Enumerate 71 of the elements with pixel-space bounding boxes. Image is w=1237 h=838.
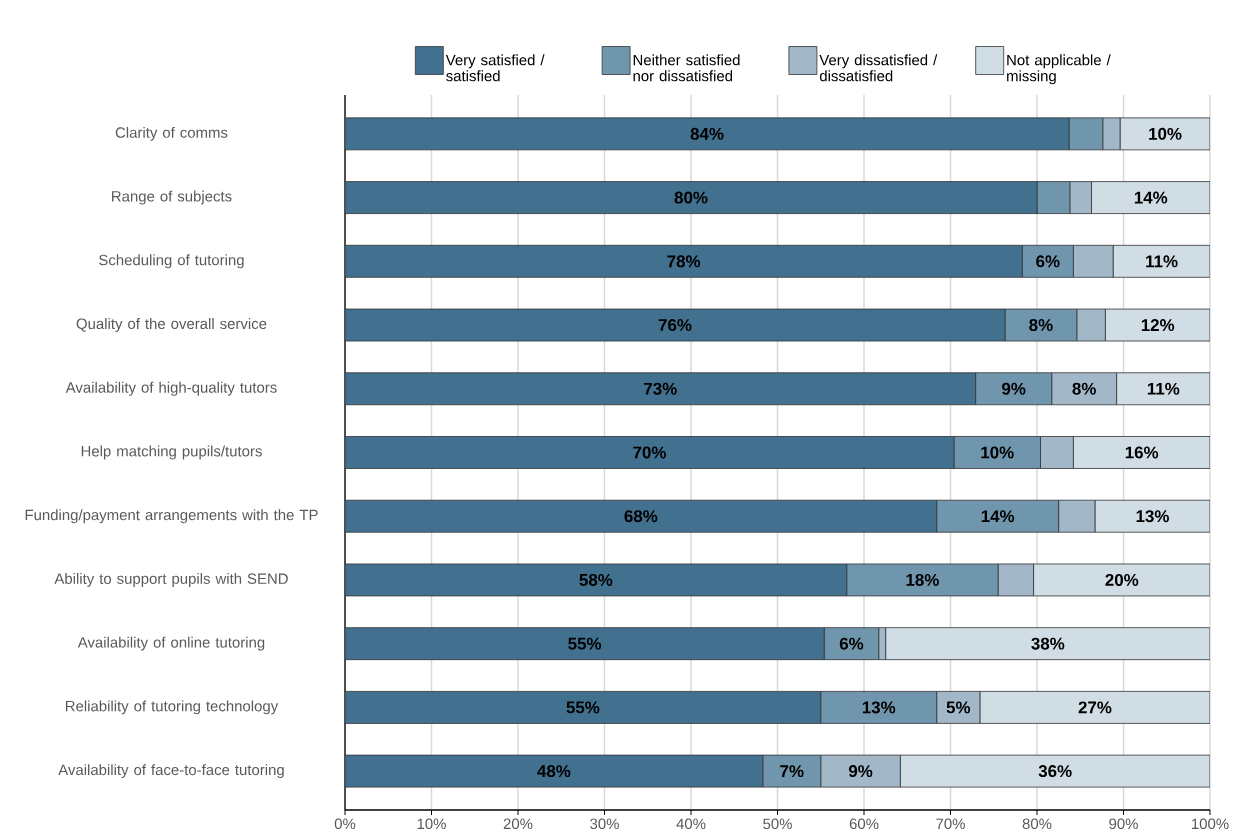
data-label: 84% <box>690 127 724 140</box>
data-label: 18% <box>906 573 939 586</box>
y-tick-label: Reliability of tutoring technology <box>65 700 279 715</box>
legend-label: Very satisfied / satisfied <box>445 54 545 82</box>
data-label: 14% <box>981 510 1015 523</box>
data-label: 12% <box>1141 319 1175 331</box>
x-tick-label: 90% <box>1109 818 1138 830</box>
bar <box>345 181 1038 214</box>
bar <box>345 499 938 533</box>
data-label: 20% <box>1105 573 1139 586</box>
data-label: 13% <box>862 701 896 714</box>
x-tick-label: 50% <box>763 818 792 830</box>
x-tick-label: 20% <box>503 818 533 830</box>
x-tick-label: 10% <box>417 818 446 830</box>
data-label: 13% <box>1136 510 1169 523</box>
data-label: 6% <box>839 637 864 650</box>
bar <box>345 372 976 406</box>
bar <box>345 117 1070 151</box>
data-label: 9% <box>1002 382 1026 395</box>
x-tick-label: 100% <box>1192 818 1229 830</box>
y-tick-label: Availability of online tutoring <box>77 636 265 651</box>
x-tick-label: 70% <box>936 818 965 830</box>
data-label: 36% <box>1038 765 1072 778</box>
y-tick-label: Funding/payment arrangements with the TP <box>25 509 318 524</box>
data-label: 14% <box>1134 191 1168 204</box>
y-tick-label: Ability to support pupils with SEND <box>54 572 288 587</box>
data-label: 76% <box>658 319 692 332</box>
data-label: 8% <box>1029 319 1053 332</box>
data-label: 16% <box>1125 446 1159 459</box>
data-label: 48% <box>537 765 571 778</box>
data-label: 80% <box>674 191 708 204</box>
data-label: 70% <box>633 446 666 459</box>
data-label: 73% <box>644 382 677 395</box>
bar <box>345 690 822 724</box>
data-label: 58% <box>579 573 613 586</box>
data-label: 6% <box>1036 255 1060 268</box>
data-label: 68% <box>624 510 658 523</box>
data-label: 8% <box>1072 382 1096 395</box>
data-label: 10% <box>981 446 1014 459</box>
bar <box>345 436 955 469</box>
legend-label: Not applicable / missing <box>1007 54 1111 85</box>
data-label: 55% <box>568 637 602 650</box>
data-label: 10% <box>1149 127 1182 140</box>
legend-label: Neither satisfied nor dissatisfied <box>633 54 740 82</box>
bar <box>345 244 1023 278</box>
x-tick-label: 80% <box>1022 818 1052 830</box>
x-tick-label: 60% <box>849 818 879 830</box>
x-tick-label: 40% <box>676 818 706 830</box>
data-label: 11% <box>1147 382 1180 395</box>
y-tick-label: Availability of face-to-face tutoring <box>58 764 284 779</box>
legend-label: Very dissatisfied / dissatisfied <box>819 54 938 82</box>
data-label: 55% <box>566 701 600 714</box>
data-label: 5% <box>946 701 971 714</box>
data-label: 78% <box>667 255 701 268</box>
y-tick-label: Help matching pupils/tutors <box>81 445 262 460</box>
bar <box>345 563 848 597</box>
data-label: 7% <box>780 765 804 778</box>
y-tick-label: Clarity of comms <box>115 126 228 141</box>
bar <box>345 627 825 661</box>
bar <box>345 308 1006 342</box>
x-tick-label: 30% <box>590 818 619 830</box>
y-tick-label: Range of subjects <box>112 190 232 205</box>
data-label: 38% <box>1031 637 1065 650</box>
y-tick-label: Quality of the overall service <box>76 318 267 332</box>
data-label: 27% <box>1078 701 1112 714</box>
y-tick-label: Availability of high-quality tutors <box>65 381 277 396</box>
bar <box>345 754 764 788</box>
data-label: 11% <box>1146 255 1178 268</box>
y-tick-label: Scheduling of tutoring <box>99 254 244 269</box>
data-label: 9% <box>848 765 873 778</box>
x-tick-label: 0% <box>334 818 356 830</box>
